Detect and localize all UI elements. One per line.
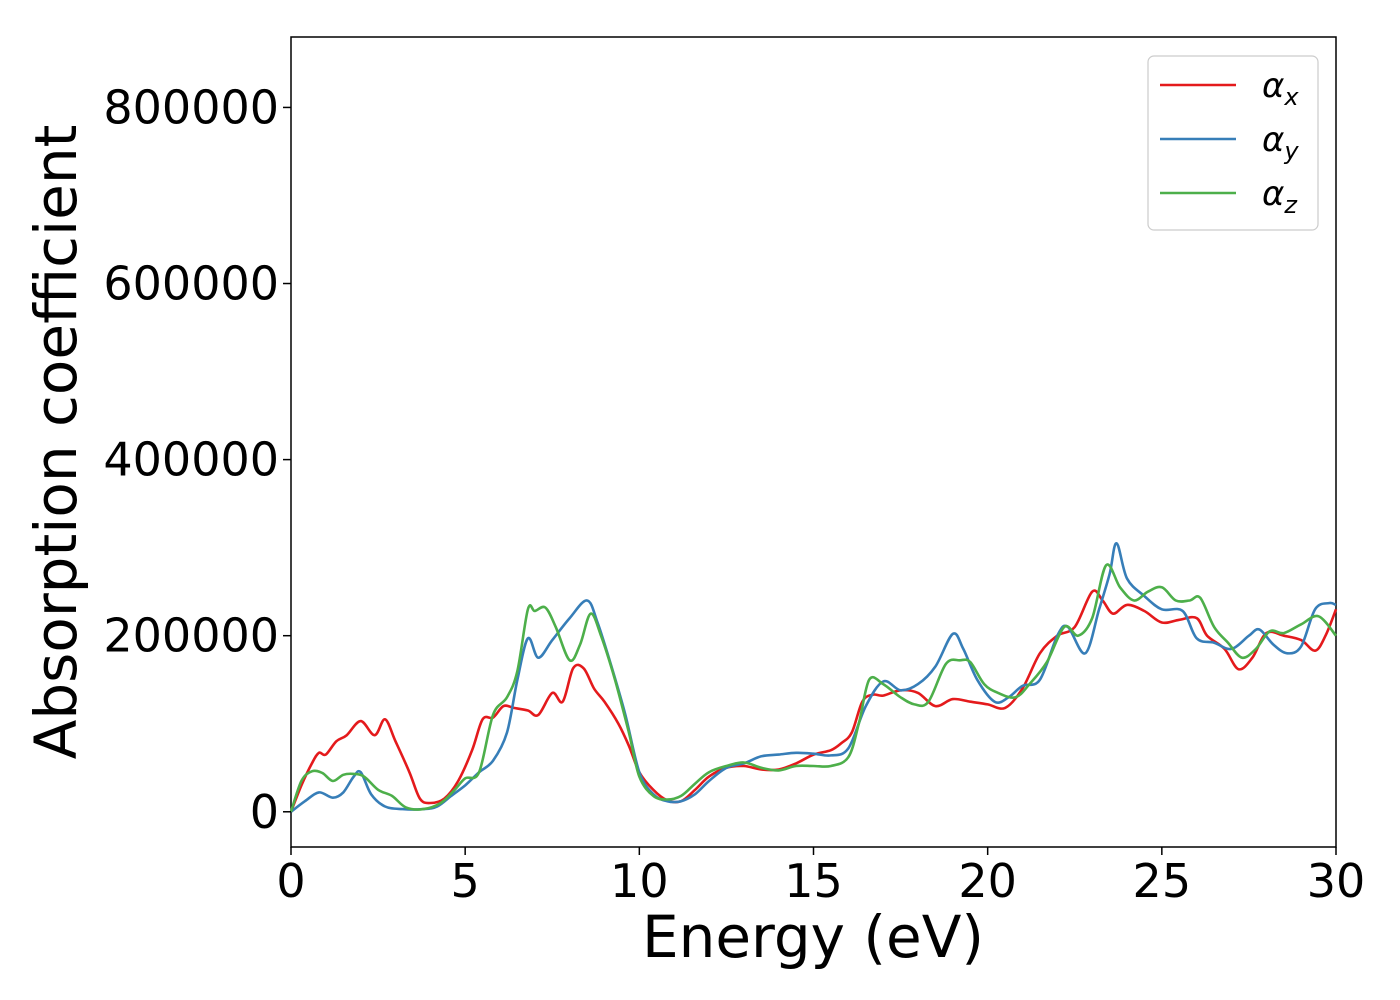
series-line-y [290, 541, 1337, 813]
y-tick-label: 800000 [103, 80, 279, 134]
x-tick-label: 30 [1307, 854, 1366, 908]
y-tick-label: 400000 [103, 433, 279, 487]
y-tick-label: 600000 [103, 257, 279, 311]
x-axis-ticks: 0 5 10 15 20 25 30 [276, 847, 1365, 908]
legend: αx αy αz [1147, 55, 1319, 231]
legend-label-x: αx [1262, 66, 1299, 111]
x-tick-label: 5 [451, 854, 480, 908]
x-tick-label: 25 [1133, 854, 1192, 908]
x-tick-label: 15 [784, 854, 843, 908]
series-line-z [289, 563, 1338, 813]
y-axis-ticks: 0 200000 400000 600000 800000 [103, 80, 291, 839]
series-line-x [289, 589, 1338, 813]
series-layer [289, 541, 1338, 813]
y-tick-label: 0 [250, 785, 279, 839]
y-tick-label: 200000 [103, 609, 279, 663]
x-axis-label: Energy (eV) [642, 903, 984, 971]
x-tick-label: 0 [276, 854, 305, 908]
legend-box [1147, 55, 1319, 231]
y-axis-label: Absorption coefficient [22, 125, 90, 760]
legend-label-z: αz [1262, 174, 1298, 219]
x-tick-label: 20 [958, 854, 1017, 908]
x-tick-label: 10 [610, 854, 669, 908]
legend-label-y: αy [1262, 120, 1299, 165]
